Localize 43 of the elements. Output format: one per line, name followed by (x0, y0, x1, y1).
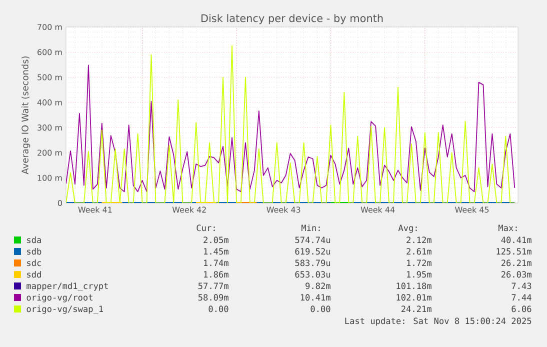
legend-label: sdd (27, 271, 41, 278)
text: 1.74m (204, 260, 228, 266)
text: 1.45m (204, 248, 228, 255)
legend-label: sda (27, 236, 41, 244)
text: Last update: Sat Nov 8 15:00:24 2025 (345, 318, 532, 326)
line-series (66, 64, 516, 192)
text: 6.06 (512, 306, 532, 312)
text: 24.21m (401, 306, 432, 312)
text: 0.00 (310, 306, 330, 312)
text: 0.00 (208, 306, 228, 312)
text: 101.18m (396, 282, 432, 290)
text: 102.01m (396, 294, 432, 301)
text: 7.44 (512, 294, 532, 300)
text: 10.41m (300, 294, 330, 301)
text: 2.12m (406, 236, 432, 243)
text: 583.79u (295, 260, 330, 266)
legend-label: origo-vg/root (26, 294, 92, 302)
text: 2.05m (204, 236, 228, 244)
text: 26.03m (501, 271, 532, 278)
legend-label: sdc (27, 260, 41, 266)
text: 1.95m (407, 271, 432, 278)
text: 1.86m (204, 271, 228, 278)
text: 57.77m (198, 282, 228, 290)
legend-label: sdb (27, 248, 42, 255)
text: Avg: (398, 224, 417, 233)
chart-title: Disk latency per device - by month (201, 14, 383, 24)
text: 58.09m (198, 294, 228, 301)
text: 653.03u (295, 271, 330, 278)
text: 40.41m (501, 236, 532, 244)
y-axis-title: Average IO Wait (seconds) (21, 56, 30, 174)
text: Min: (302, 224, 320, 231)
text: Cur: (196, 224, 215, 232)
text: Max: (498, 224, 517, 232)
text: 619.52u (295, 248, 330, 255)
text: 574.74u (295, 236, 330, 244)
text: 26.21m (501, 260, 532, 266)
legend-label: mapper/md1_crypt (26, 282, 108, 292)
legend-label: origo-vg/swap_1 (26, 306, 103, 314)
text: 7.43 (512, 282, 532, 290)
text: 2.61m (406, 248, 432, 255)
text: 125.51m (496, 248, 532, 255)
text: 1.72m (407, 260, 432, 266)
text: 9.82m (306, 282, 330, 290)
